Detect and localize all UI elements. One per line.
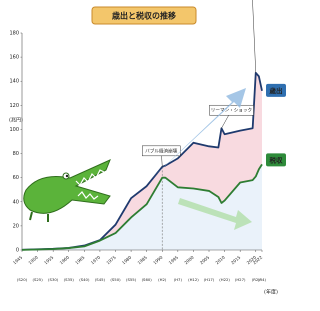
chart-title: 歳出と税収の推移 — [112, 11, 176, 21]
x-era-label: (S40) — [79, 277, 90, 282]
series-label: 歳出 — [270, 86, 283, 95]
x-era-label: (S35) — [64, 277, 75, 282]
y-tick-label: 100 — [9, 127, 19, 133]
x-tick-label: 1980 — [121, 254, 133, 265]
x-era-label: (H7) — [174, 277, 183, 282]
y-tick-label: 140 — [9, 79, 19, 85]
x-era-label: (S25) — [32, 277, 43, 282]
x-tick-label: 2015 — [230, 254, 242, 265]
x-era-label: (S20) — [17, 277, 28, 282]
x-tick-label: 1945 — [12, 254, 24, 265]
y-tick-label: 40 — [13, 199, 19, 205]
x-tick-label: 1970 — [90, 254, 102, 265]
y-tick-label: 80 — [13, 151, 19, 157]
x-era-label: (S30) — [48, 277, 59, 282]
y-tick-label: 60 — [13, 175, 19, 181]
chart: 歳出と税収の推移 (兆円) (年度) 0 20 40 60 80 100 120 140 160… — [0, 0, 288, 311]
x-era-label: (R4) — [258, 277, 267, 282]
annotation: リーマン・ショック — [211, 108, 252, 114]
y-tick-label: 160 — [9, 55, 19, 61]
x-unit: (年度) — [264, 289, 278, 296]
x-tick-label: 1960 — [59, 254, 71, 265]
x-era-label: (S50) — [110, 277, 121, 282]
x-era-label: (H22) — [219, 277, 230, 282]
y-tick-label: 120 — [9, 103, 19, 109]
y-tick-label: 0 — [16, 248, 19, 254]
x-tick-label: 1995 — [168, 254, 180, 265]
x-era-label: (S45) — [95, 277, 106, 282]
x-era-label: (H17) — [204, 277, 215, 282]
x-era-label: (H27) — [235, 277, 246, 282]
x-tick-label: 2000 — [183, 254, 195, 265]
crocodile — [24, 160, 110, 222]
x-era-label: (H12) — [188, 277, 199, 282]
x-tick-label: 1990 — [152, 254, 164, 265]
y-unit: (兆円) — [9, 117, 23, 124]
x-tick-label: 1975 — [105, 254, 117, 265]
annotation: バブル経済崩壊 — [145, 147, 178, 154]
annotation-leader — [252, 0, 256, 73]
y-tick-label: 180 — [9, 31, 19, 37]
x-tick-label: 1985 — [137, 254, 149, 265]
x-tick-label: 2010 — [214, 254, 226, 265]
x-tick-label: 2005 — [199, 254, 211, 265]
x-era-label: (S55) — [126, 277, 137, 282]
x-era-label: (S60) — [142, 277, 153, 282]
x-tick-label: 1955 — [43, 254, 55, 265]
y-tick-label: 20 — [13, 223, 19, 229]
x-tick-label: 1965 — [74, 254, 86, 265]
x-era-label: (H2) — [158, 277, 167, 282]
x-tick-label: 1950 — [27, 254, 39, 265]
series-label: 税収 — [270, 155, 284, 164]
